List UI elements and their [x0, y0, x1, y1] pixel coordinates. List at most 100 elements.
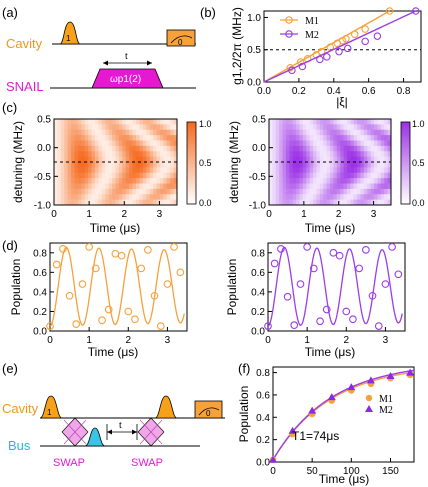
heatmap-cell	[122, 124, 127, 131]
heatmap-cell	[367, 151, 372, 158]
heatmap-cell	[60, 156, 65, 163]
heatmap-cell	[272, 145, 277, 152]
y-tick-label: 0.4	[33, 287, 47, 298]
x-tick-label: 0.2	[292, 86, 306, 97]
heatmap-cell	[91, 172, 96, 179]
heatmap-cell	[380, 172, 385, 179]
heatmap-cell	[316, 199, 321, 206]
heatmap-cell	[323, 167, 328, 174]
heatmap-cell	[153, 178, 157, 184]
heatmap-cell	[282, 145, 287, 152]
heatmap-cell	[346, 162, 351, 168]
heatmap-cell	[343, 199, 348, 206]
heatmap-cell	[81, 178, 86, 184]
heatmap-cell	[95, 188, 99, 195]
data-point-m2	[323, 53, 331, 61]
heatmap-cell	[91, 156, 96, 163]
heatmap-cell	[136, 188, 140, 195]
data-point	[98, 316, 106, 325]
panel-label-e: (e)	[2, 361, 18, 376]
fock-zero-e: 0	[206, 409, 211, 418]
heatmap-cell	[296, 178, 300, 184]
x-tick-label: 0	[270, 466, 276, 477]
heatmap-cell	[112, 194, 116, 201]
heatmap-cell	[118, 194, 123, 201]
heatmap-cell	[299, 188, 304, 195]
heatmap-cell	[71, 199, 75, 206]
heatmap-cells-right	[269, 119, 392, 206]
heatmap-cell	[374, 162, 378, 168]
heatmap-cell	[343, 135, 348, 141]
heatmap-cell	[149, 140, 154, 147]
data-point-m1	[350, 30, 359, 38]
heatmap-cell	[112, 140, 116, 147]
heatmap-cell	[292, 178, 297, 184]
heatmap-cell	[139, 140, 144, 147]
heatmap-cell	[129, 145, 133, 152]
heatmap-cell	[142, 167, 147, 174]
heatmap-cell	[306, 119, 311, 125]
heatmap-cell	[105, 129, 110, 136]
heatmap-cell	[122, 156, 127, 163]
heatmap-cell	[316, 167, 321, 174]
data-point-m2	[308, 406, 317, 414]
heatmap-cell	[313, 199, 317, 206]
heatmap-cell	[64, 183, 69, 190]
heatmap-cell	[166, 140, 171, 147]
heatmap-cell	[309, 172, 314, 179]
heatmap-cell	[292, 129, 297, 136]
heatmap-cell	[282, 151, 287, 158]
heatmap-cell	[275, 162, 280, 168]
heatmap-cell	[275, 119, 280, 125]
heatmap-cell	[125, 135, 130, 141]
heatmap-cell	[343, 172, 348, 179]
heatmap-cell	[336, 145, 341, 152]
heatmap-cell	[108, 178, 113, 184]
heatmap-cell	[269, 145, 273, 152]
data-point	[394, 270, 403, 279]
heatmap-cell	[81, 188, 86, 195]
heatmap-cell	[377, 188, 382, 195]
heatmap-cell	[91, 162, 96, 168]
heatmap-cell	[101, 140, 106, 147]
heatmap-cell	[74, 119, 79, 125]
heatmap-cell	[377, 199, 382, 206]
heatmap-cell	[170, 156, 174, 163]
heatmap-cell	[340, 178, 344, 184]
heatmap-cell	[302, 194, 307, 201]
heatmap-cell	[60, 183, 65, 190]
heatmap-cell	[275, 183, 280, 190]
heatmap-cell	[74, 183, 79, 190]
heatmap-cell	[146, 119, 151, 125]
heatmap-cell	[269, 151, 273, 158]
heatmap-cell	[101, 124, 106, 131]
heatmap-cell	[64, 188, 69, 195]
heatmap-cell	[357, 124, 361, 131]
heatmap-cell	[353, 129, 358, 136]
heatmap-cell	[112, 129, 116, 136]
data-point	[381, 280, 390, 288]
heatmap-cell	[136, 162, 140, 168]
data-point	[72, 320, 81, 329]
heatmap-cell	[112, 135, 116, 141]
heatmap-cell	[367, 188, 372, 195]
heatmap-cell	[336, 178, 341, 184]
heatmap-cell	[272, 162, 277, 168]
heatmap-cell	[88, 188, 92, 195]
heatmap-cell	[360, 151, 365, 158]
heatmap-cell	[269, 199, 273, 206]
heatmap-cell	[357, 178, 361, 184]
data-point	[290, 321, 299, 329]
heatmap-cell	[95, 199, 99, 206]
heatmap-cell	[81, 194, 86, 201]
heatmap-cell	[139, 178, 144, 184]
heatmap-cell	[91, 140, 96, 147]
heatmap-cell	[115, 194, 120, 201]
heatmap-cell	[380, 167, 385, 174]
heatmap-cell	[292, 151, 297, 158]
heatmap-cell	[296, 124, 300, 131]
heatmap-cell	[289, 162, 294, 168]
heatmap-cell	[326, 167, 331, 174]
heatmap-cell	[105, 167, 110, 174]
data-point	[335, 251, 344, 260]
